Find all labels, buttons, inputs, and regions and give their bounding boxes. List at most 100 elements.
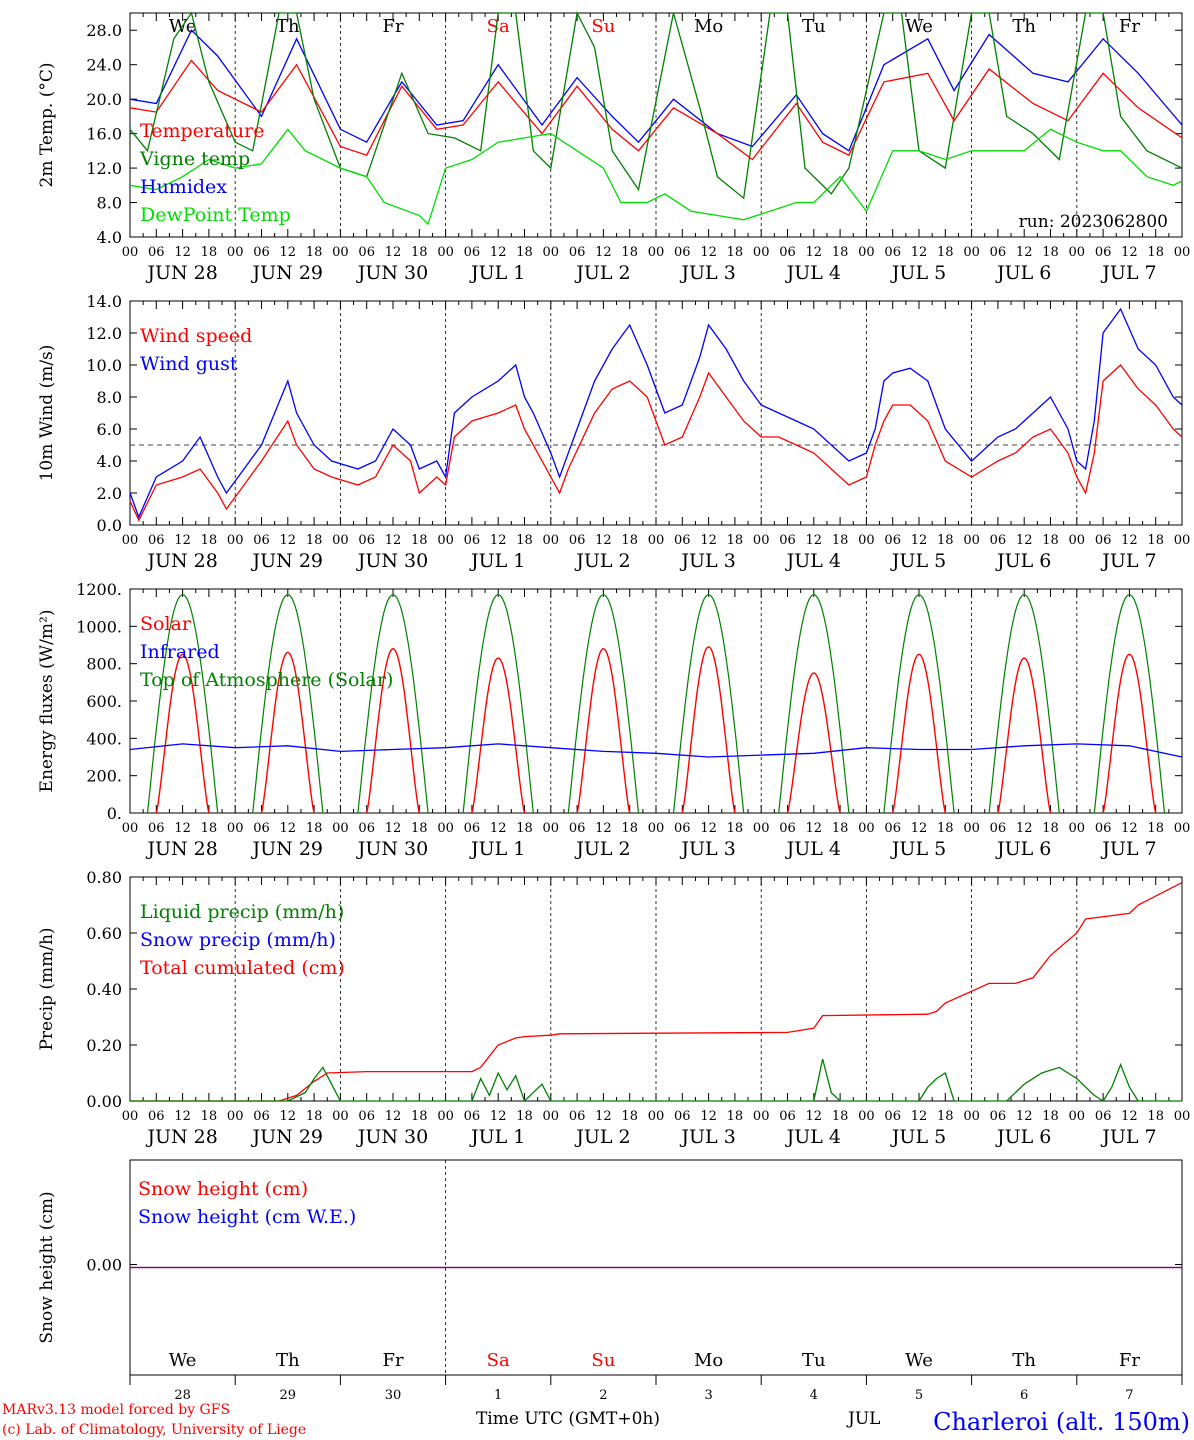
toa-solar-line <box>462 593 534 814</box>
hour-tick-label: 06 <box>779 533 796 548</box>
hour-tick-label: 12 <box>700 533 717 548</box>
date-label: JUN 28 <box>145 550 217 572</box>
solar-line <box>576 647 631 814</box>
date-label: JUL 4 <box>785 550 841 572</box>
date-label: JUL 5 <box>890 550 946 572</box>
y-tick-label: 0.80 <box>86 868 122 887</box>
hour-tick-label: 18 <box>1042 245 1059 260</box>
date-label: JUL 5 <box>890 262 946 284</box>
credit-line-2: (c) Lab. of Climatology, University of L… <box>2 1422 306 1438</box>
date-label: JUN 28 <box>145 262 217 284</box>
hour-tick-label: 12 <box>911 821 928 836</box>
hour-tick-label: 00 <box>1174 533 1191 548</box>
hour-tick-label: 06 <box>674 821 691 836</box>
hour-tick-label: 12 <box>1121 1109 1138 1124</box>
hour-tick-label: 06 <box>1095 1109 1112 1124</box>
y-tick-label: 16.0 <box>86 125 122 144</box>
hour-tick-label: 18 <box>937 821 954 836</box>
hour-tick-label: 06 <box>148 533 165 548</box>
hour-tick-label: 12 <box>1016 1109 1033 1124</box>
hour-tick-label: 06 <box>674 533 691 548</box>
date-label: JUL 2 <box>574 838 630 860</box>
hour-tick-label: 06 <box>779 821 796 836</box>
hour-tick-label: 18 <box>411 245 428 260</box>
toa-solar-line <box>252 593 324 814</box>
hour-tick-label: 18 <box>201 821 218 836</box>
day-number-label: 5 <box>915 1388 923 1403</box>
hour-tick-label: 18 <box>727 821 744 836</box>
hour-tick-label: 12 <box>806 1109 823 1124</box>
date-label: JUN 28 <box>145 1126 217 1148</box>
legend-entry: Solar <box>140 613 192 635</box>
hour-tick-label: 00 <box>1069 533 1086 548</box>
hour-tick-label: 18 <box>621 533 638 548</box>
hour-tick-label: 18 <box>832 245 849 260</box>
weekday-label: Sa <box>487 16 510 37</box>
date-label: JUN 29 <box>251 838 323 860</box>
date-label: JUL 2 <box>574 1126 630 1148</box>
y-tick-label: 0.00 <box>86 1092 122 1111</box>
hour-tick-label: 06 <box>464 245 481 260</box>
solar-line <box>892 653 946 814</box>
credit-line-1: MARv3.13 model forced by GFS <box>2 1402 230 1418</box>
date-label: JUL 6 <box>995 838 1051 860</box>
solar-line <box>786 672 841 814</box>
hour-tick-label: 06 <box>253 245 270 260</box>
hour-tick-label: 18 <box>832 1109 849 1124</box>
hour-tick-label: 18 <box>727 1109 744 1124</box>
weekday-label: We <box>905 16 933 37</box>
day-number-label: 3 <box>704 1388 712 1403</box>
hour-tick-label: 00 <box>332 533 349 548</box>
hour-tick-label: 18 <box>937 245 954 260</box>
hour-tick-label: 12 <box>1016 533 1033 548</box>
series-wind-gust <box>129 307 1183 519</box>
series-vigne-temp <box>129 10 1183 200</box>
y-tick-label: 14.0 <box>86 292 122 311</box>
hour-tick-label: 18 <box>306 245 323 260</box>
hour-tick-label: 12 <box>911 533 928 548</box>
day-number-label: 6 <box>1020 1388 1028 1403</box>
series-infrared <box>129 743 1183 758</box>
weekday-label: Th <box>276 16 300 37</box>
hour-tick-label: 00 <box>963 821 980 836</box>
hour-tick-label: 12 <box>385 1109 402 1124</box>
hour-tick-label: 12 <box>700 821 717 836</box>
legend-entry: Infrared <box>140 641 220 663</box>
hour-tick-label: 06 <box>358 533 375 548</box>
y-tick-label: 12.0 <box>86 324 122 343</box>
hour-tick-label: 00 <box>437 245 454 260</box>
hour-tick-label: 00 <box>858 821 875 836</box>
series-liquid-precip-mm-h <box>130 1058 1182 1103</box>
legend-entry: Temperature <box>140 120 264 142</box>
hour-tick-label: 18 <box>201 245 218 260</box>
hour-tick-label: 00 <box>1069 821 1086 836</box>
hour-tick-label: 06 <box>990 1109 1007 1124</box>
hour-tick-label: 06 <box>884 821 901 836</box>
hour-tick-label: 18 <box>1147 1109 1164 1124</box>
legend-entry: Top of Atmosphere (Solar) <box>140 669 393 691</box>
hour-tick-label: 00 <box>753 821 770 836</box>
hour-tick-label: 06 <box>569 245 586 260</box>
hour-tick-label: 00 <box>753 533 770 548</box>
hour-tick-label: 12 <box>806 533 823 548</box>
weekday-label: We <box>905 1350 933 1371</box>
wind-panel: 0.0 2.0 4.0 6.0 8.0 10.0 12.0 14.0 10m Wind (m/s… <box>37 292 1190 572</box>
series-wind-speed <box>129 364 1183 522</box>
hour-tick-label: 00 <box>122 533 139 548</box>
hour-tick-label: 06 <box>779 1109 796 1124</box>
day-number-label: 7 <box>1125 1388 1133 1403</box>
date-label: JUN 29 <box>251 1126 323 1148</box>
weekday-label: Fr <box>382 16 403 37</box>
hour-tick-label: 00 <box>648 533 665 548</box>
hour-tick-label: 18 <box>937 533 954 548</box>
date-label: JUL 1 <box>469 550 525 572</box>
date-label: JUN 30 <box>356 262 428 284</box>
y-axis-label: 10m Wind (m/s) <box>37 345 57 482</box>
precipitation-panel: 0.00 0.20 0.40 0.60 0.80 Precip (mm/h) 00 06 12 1… <box>37 868 1190 1148</box>
y-tick-label: 4.0 <box>97 228 122 247</box>
hour-tick-label: 12 <box>280 1109 297 1124</box>
y-tick-label: 1000. <box>76 617 122 636</box>
day-number-label: 2 <box>599 1388 607 1403</box>
date-label: JUL 3 <box>679 550 735 572</box>
hour-tick-label: 18 <box>727 245 744 260</box>
